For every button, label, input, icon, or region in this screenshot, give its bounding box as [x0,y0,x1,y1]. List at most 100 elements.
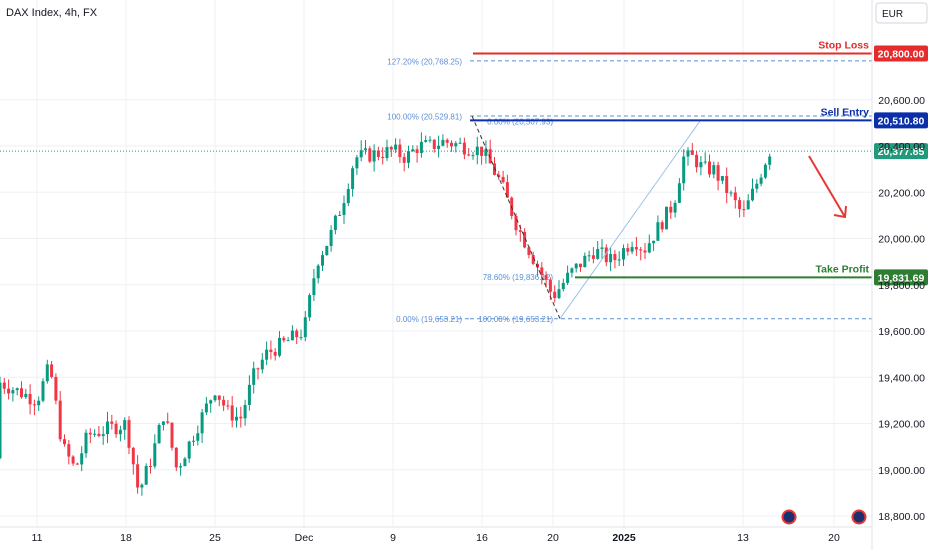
stop-loss-label: Stop Loss [818,40,869,52]
candle-body [239,416,243,419]
candle-body [665,206,668,230]
candle-body [321,255,324,266]
candle-body [140,484,144,488]
candle-body [462,142,466,155]
candle-body [376,150,380,157]
take-profit-label: Take Profit [816,263,870,275]
candle-body [209,400,213,404]
price-tag-text: 20,510.80 [878,115,925,127]
candle-body [372,150,376,162]
candle-body [88,432,92,435]
candle-body [591,255,595,259]
x-tick-label: Dec [295,532,314,544]
candle-body [716,165,720,181]
candle-body [41,381,45,401]
candle-body [617,259,621,261]
candle-body [278,337,281,356]
candle-body [286,340,290,342]
currency-button[interactable]: EUR [875,2,928,24]
candle-body [58,400,62,440]
candle-body [579,263,582,268]
x-tick-label: 2025 [612,532,636,544]
candle-body [15,388,19,391]
candle-body [364,148,367,151]
candle-body [493,163,496,175]
price-tag-text: 20,800.00 [878,49,925,61]
candle-body [123,420,127,430]
x-tick-label: 11 [32,532,43,544]
sell-entry-label: Sell Entry [821,106,870,118]
y-tick-label: 19,800.00 [878,280,925,292]
candle-body [329,230,333,247]
x-tick-label: 20 [828,532,840,544]
candle-body [458,142,462,144]
candle-body [11,390,15,394]
candle-body [553,291,557,299]
fib-label: 127.20% (20,768.25) [387,57,462,66]
candle-body [196,433,200,441]
candles [0,132,772,496]
candle-body [419,141,423,154]
candle-body [763,164,767,178]
candle-body [325,246,329,256]
candle-body [557,289,561,299]
y-tick-label: 18,800.00 [878,511,925,523]
fib-label: 0.00% (19,653.21) [396,315,462,324]
candle-body [471,155,475,157]
candle-body [342,203,346,215]
candle-body [247,384,251,405]
candle-body [622,248,625,260]
y-tick-label: 19,000.00 [878,465,925,477]
candle-body [269,349,273,352]
price-axis[interactable]: 18,800.00 19,000.00 19,200.00 19,400.00 19,6… [871,0,925,550]
candle-body [389,147,393,150]
candle-body [338,214,342,216]
candle-body [149,466,152,468]
candle-body [110,421,114,424]
candle-body [157,424,161,444]
candle-body [660,222,664,230]
candle-body [639,249,643,251]
candle-body [243,404,247,419]
candle-body [316,265,320,279]
time-axis[interactable]: 11 18 25 Dec 9 16 20 2025 13 20 [0,526,872,544]
candle-body [441,139,445,146]
candle-body [450,142,453,147]
candle-body [226,405,230,407]
y-tick-label: 20,400.00 [878,141,925,153]
candle-body [290,330,294,341]
candle-body [75,463,79,465]
candle-body [166,421,170,423]
candle-body [308,295,312,318]
candle-body [540,267,544,276]
price-tag [874,45,928,62]
candle-body [746,200,750,210]
candle-body [725,176,729,194]
arrow-shaft [808,155,846,218]
candle-body [407,151,410,163]
fib-label: 100.00% (20,529.81) [387,112,462,121]
candle-body [45,364,49,382]
candle-body [24,393,28,398]
currency-label: EUR [882,9,903,20]
candle-body [333,215,337,231]
candle-body [424,140,428,142]
candle-body [256,368,260,370]
candle-body [260,359,264,370]
candle-body [230,405,234,421]
candle-body [200,412,204,434]
candle-body [695,154,699,168]
fib-label: 0.00% (20,507.93) [487,118,553,127]
candle-body [432,139,436,150]
candle-body [273,351,277,356]
candle-body [351,168,355,190]
candle-body [295,330,299,338]
candle-body [527,247,531,255]
candle-body [755,183,759,189]
candle-body [574,263,578,269]
candle-body [213,395,217,401]
candle-body [548,280,552,292]
candle-body [402,157,406,163]
